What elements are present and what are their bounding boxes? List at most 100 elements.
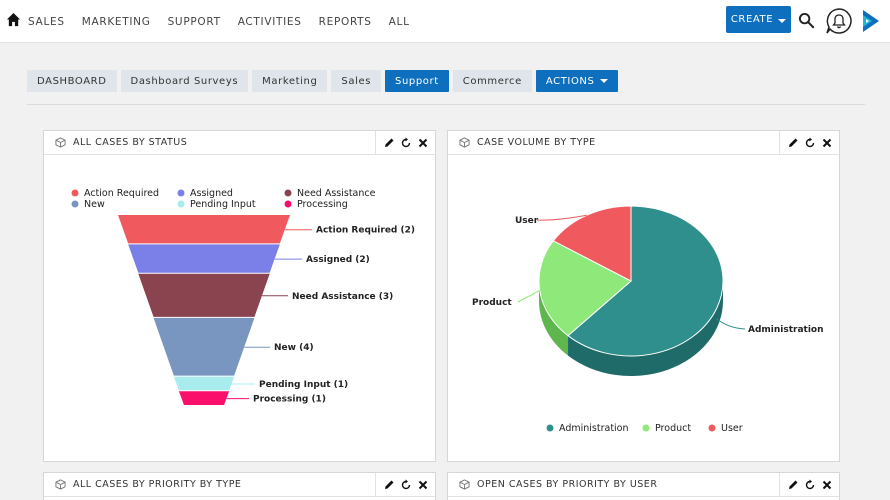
funnel-label-pending-input: Pending Input (1) — [259, 380, 348, 390]
tab-marketing[interactable]: Marketing — [252, 70, 328, 92]
tab-sales[interactable]: Sales — [331, 70, 382, 92]
pie-slice-administration[interactable] — [567, 205, 724, 357]
funnel-segment-processing[interactable] — [178, 391, 230, 405]
dashlet-open-cases-by-priority-by-user: OPEN CASES BY PRIORITY BY USER — [447, 472, 840, 500]
legend-label-action-required[interactable]: Action Required — [84, 188, 159, 199]
pie-label-administration: Administration — [748, 325, 824, 335]
pie-connector-user — [536, 214, 587, 221]
edit-icon[interactable] — [787, 137, 799, 149]
funnel-segment-pending-input[interactable] — [173, 376, 235, 391]
legend-swatch-pending-input[interactable] — [177, 200, 185, 208]
pie-side-product — [539, 281, 569, 356]
pie-label-product: Product — [472, 298, 512, 308]
legend-label-pending-input[interactable]: Pending Input — [190, 199, 256, 210]
dashlet-tools — [779, 131, 839, 155]
tab-dashboard-surveys[interactable]: Dashboard Surveys — [120, 70, 249, 92]
tab-support[interactable]: Support — [385, 70, 449, 92]
close-icon[interactable] — [417, 479, 429, 491]
edit-icon[interactable] — [787, 479, 799, 491]
legend-label-need-assistance[interactable]: Need Assistance — [297, 188, 376, 199]
nav-item-reports[interactable]: REPORTS — [318, 15, 372, 28]
dashlet-title: ALL CASES BY STATUS — [73, 137, 188, 148]
pie-connector-product — [517, 289, 540, 303]
funnel-label-new: New (4) — [274, 343, 314, 353]
pie-chart: Administration Product User Administration P… — [472, 205, 824, 434]
legend-label-assigned[interactable]: Assigned — [190, 188, 233, 199]
funnel-segment-new[interactable] — [153, 317, 255, 376]
home-icon[interactable] — [6, 12, 21, 27]
refresh-icon[interactable] — [400, 137, 412, 149]
refresh-icon[interactable] — [400, 479, 412, 491]
main-nav: SALES MARKETING SUPPORT ACTIVITIES REPOR… — [28, 0, 427, 43]
legend-label-processing[interactable]: Processing — [297, 199, 348, 210]
tab-dashboard[interactable]: DASHBOARD — [27, 70, 117, 92]
funnel-label-assigned: Assigned (2) — [306, 255, 370, 265]
pie-connector-administration — [716, 318, 746, 330]
edit-icon[interactable] — [383, 137, 395, 149]
funnel-label-processing: Processing (1) — [253, 395, 326, 405]
dashlet-cases-by-priority-by-type: ALL CASES BY PRIORITY BY TYPE — [43, 472, 436, 500]
tabs-divider — [27, 104, 865, 105]
edit-icon[interactable] — [383, 479, 395, 491]
dashlet-tools — [375, 131, 435, 155]
cube-icon — [459, 137, 470, 148]
nav-item-activities[interactable]: ACTIVITIES — [237, 15, 302, 28]
create-button-label: CREATE — [730, 14, 774, 25]
search-icon[interactable] — [798, 12, 815, 29]
legend-swatch-processing[interactable] — [284, 200, 292, 208]
legend-swatch-product[interactable] — [642, 424, 650, 432]
nav-item-sales[interactable]: SALES — [28, 15, 65, 28]
funnel-segment-assigned[interactable] — [128, 244, 280, 273]
close-icon[interactable] — [821, 137, 833, 149]
refresh-icon[interactable] — [804, 137, 816, 149]
cube-icon — [55, 479, 66, 490]
legend-swatch-user[interactable] — [708, 424, 716, 432]
legend-swatch-administration[interactable] — [546, 424, 554, 432]
pie-side-administration — [568, 281, 723, 376]
notification-bell-icon[interactable] — [825, 7, 853, 35]
dashlet-tools — [375, 473, 435, 497]
legend-swatch-action-required[interactable] — [71, 189, 79, 197]
nav-item-marketing[interactable]: MARKETING — [81, 15, 151, 28]
dashlet-case-volume-by-type: CASE VOLUME BY TYPE Administration Produc… — [447, 130, 840, 462]
brand-logo-icon[interactable] — [861, 9, 881, 33]
dashlet-header: CASE VOLUME BY TYPE — [448, 131, 839, 155]
legend-label-administration[interactable]: Administration — [559, 423, 629, 434]
dashlet-header: ALL CASES BY PRIORITY BY TYPE — [44, 473, 435, 497]
dashlet-header: OPEN CASES BY PRIORITY BY USER — [448, 473, 839, 497]
close-icon[interactable] — [417, 137, 429, 149]
legend-label-new[interactable]: New — [84, 199, 105, 210]
nav-item-support[interactable]: SUPPORT — [167, 15, 221, 28]
legend-swatch-need-assistance[interactable] — [284, 189, 292, 197]
funnel-segment-need-assistance[interactable] — [138, 273, 270, 317]
actions-button-label: ACTIONS — [545, 75, 595, 87]
actions-button[interactable]: ACTIONS — [535, 70, 619, 92]
caret-down-icon — [778, 19, 787, 23]
legend-swatch-new[interactable] — [71, 200, 79, 208]
nav-item-all[interactable]: ALL — [388, 15, 410, 28]
funnel-label-action-required: Action Required (2) — [316, 226, 415, 236]
legend-label-product[interactable]: Product — [655, 423, 691, 434]
funnel-label-need-assistance: Need Assistance (3) — [292, 292, 393, 302]
cube-icon — [459, 479, 470, 490]
dashlet-title: ALL CASES BY PRIORITY BY TYPE — [73, 479, 242, 490]
pie-slice-user[interactable] — [552, 205, 632, 282]
refresh-icon[interactable] — [804, 479, 816, 491]
close-icon[interactable] — [821, 479, 833, 491]
top-nav-bar: SALES MARKETING SUPPORT ACTIVITIES REPOR… — [0, 0, 890, 43]
funnel-segment-action-required[interactable] — [118, 215, 290, 244]
dashlet-cases-by-status: ALL CASES BY STATUS Action Required Assig… — [43, 130, 436, 462]
cube-icon — [55, 137, 66, 148]
dashlet-title: CASE VOLUME BY TYPE — [477, 137, 596, 148]
tab-commerce[interactable]: Commerce — [452, 70, 532, 92]
funnel-chart: Action Required Assigned Need Assistance Ne… — [71, 188, 415, 405]
dashboard-tabs: DASHBOARD Dashboard Surveys Marketing Sa… — [27, 70, 622, 92]
legend-label-user[interactable]: User — [721, 423, 743, 434]
legend-swatch-assigned[interactable] — [177, 189, 185, 197]
caret-down-icon — [600, 79, 609, 83]
dashlet-tools — [779, 473, 839, 497]
create-button[interactable]: CREATE — [726, 6, 791, 33]
dashlet-title: OPEN CASES BY PRIORITY BY USER — [477, 479, 658, 490]
dashlet-header: ALL CASES BY STATUS — [44, 131, 435, 155]
pie-label-user: User — [515, 216, 539, 226]
